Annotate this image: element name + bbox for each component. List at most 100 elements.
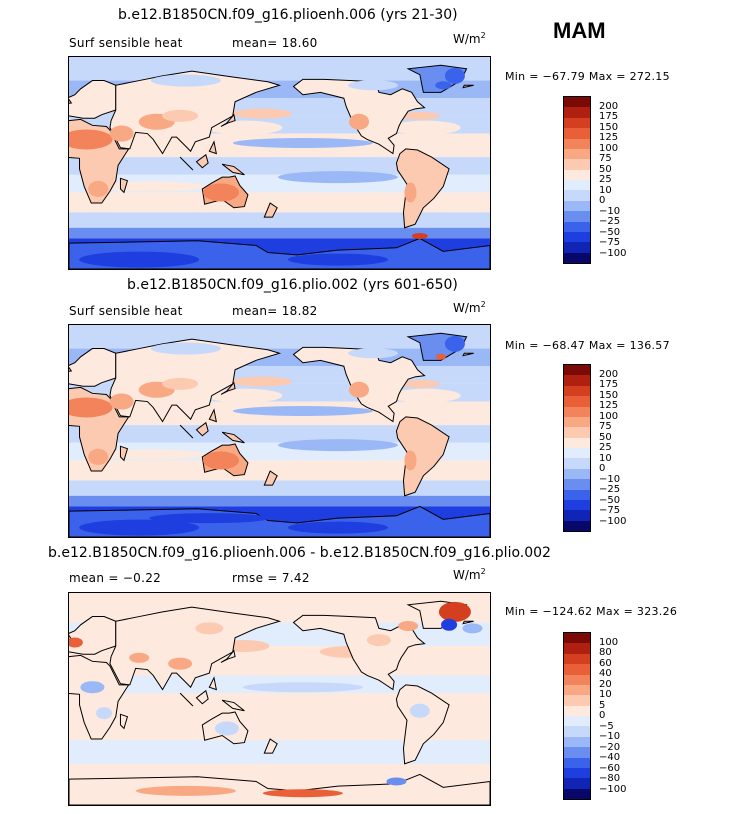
panel2-title: b.e12.B1850CN.f09_g16.plio.002 (yrs 601-… (127, 277, 458, 293)
panel1-min-value: −67.79 (542, 70, 586, 83)
island (208, 408, 218, 423)
colorbar-box (564, 653, 590, 665)
colorbar-box (564, 788, 590, 799)
colorbar-box (564, 736, 590, 748)
panel2-mean-label: mean= (232, 304, 278, 318)
colorbar-box (564, 643, 590, 654)
panel1-variable: Surf sensible heat (69, 36, 183, 50)
island (221, 699, 245, 712)
colorbar-tick-label: −100 (599, 783, 627, 795)
continent-namerica (292, 614, 426, 691)
colorbar-box (564, 633, 590, 644)
panel1-units-exp: 2 (480, 31, 486, 40)
colorbar-tick-label: 150 (599, 389, 619, 401)
colorbar-box (564, 190, 590, 201)
island (462, 620, 474, 625)
panel3-rmse-label: rmse = (232, 571, 282, 585)
colorbar-box (564, 169, 590, 180)
colorbar-box (564, 520, 590, 531)
panel1-min-label: Min = (505, 70, 543, 83)
panel2-units: W/m2 (453, 300, 486, 315)
colorbar-box (564, 479, 590, 490)
panel3-map (68, 592, 491, 806)
colorbar-box (564, 138, 590, 149)
continent-europe (69, 80, 117, 119)
colorbar-tick-label: 100 (599, 636, 619, 648)
colorbar-tick-label: −20 (599, 741, 621, 753)
panel2-map (68, 324, 491, 538)
colorbar-tick-label: 10 (599, 452, 612, 464)
colorbar-tick-label: −25 (599, 484, 621, 495)
island (119, 445, 129, 462)
colorbar-tick-label: 200 (599, 100, 619, 112)
colorbar-tick-label: −80 (599, 773, 621, 784)
panel1-mean-label: mean= (232, 36, 278, 50)
colorbar-box (564, 242, 590, 253)
colorbar-box (564, 231, 590, 243)
island (119, 713, 129, 730)
panel3-max-label: Max = (596, 605, 637, 618)
island (263, 202, 278, 218)
panel2-minmax: Min = −68.47 Max = 136.57 (505, 339, 670, 352)
colorbar-tick-label: −75 (599, 505, 621, 516)
continent-africa (69, 654, 130, 740)
colorbar-box (564, 726, 590, 737)
island (220, 113, 236, 127)
island (462, 352, 474, 357)
panel3-minmax: Min = −124.62 Max = 323.26 (505, 605, 677, 618)
colorbar-tick-label: −10 (599, 731, 621, 742)
colorbar-box (564, 375, 590, 386)
island (462, 84, 474, 89)
continent-asia (109, 606, 282, 691)
panel3-mean: mean = −0.22 (69, 571, 161, 585)
colorbar-box (564, 437, 590, 448)
colorbar-tick-label: 125 (599, 400, 619, 411)
colorbar-box (564, 97, 590, 108)
colorbar-tick-label: 10 (599, 689, 612, 700)
colorbar-box (564, 396, 590, 407)
panel2-mean-value: 18.82 (281, 304, 318, 318)
colorbar-box (564, 499, 590, 511)
colorbar-tick-label: 60 (599, 657, 612, 669)
island (179, 424, 194, 439)
colorbar-box (564, 427, 590, 438)
island (208, 140, 218, 155)
island (179, 692, 194, 707)
panel2-max-value: 136.57 (629, 339, 670, 352)
colorbar-tick-label: 10 (599, 184, 612, 196)
panel3-min-value: −124.62 (542, 605, 593, 618)
colorbar-tick-label: −100 (599, 247, 627, 259)
panel1-title: b.e12.B1850CN.f09_g16.plioenh.006 (yrs 2… (118, 7, 458, 23)
colorbar-box (564, 159, 590, 170)
colorbar-box (564, 684, 590, 696)
colorbar-tick-label: 5 (599, 699, 606, 711)
colorbar-box (564, 107, 590, 118)
continent-europe (69, 348, 117, 387)
island (221, 163, 245, 176)
colorbar-tick-label: 20 (599, 678, 612, 690)
colorbar-tick-label: −40 (599, 752, 621, 763)
colorbar-tick-label: −60 (599, 762, 621, 774)
continent-antarctica (69, 773, 490, 805)
colorbar-tick-label: −50 (599, 226, 621, 238)
island (69, 98, 73, 104)
island (69, 366, 73, 372)
colorbar-box (564, 674, 590, 685)
colorbar-box (564, 180, 590, 191)
panel2-units-text: W/m (453, 301, 481, 315)
panel3-units-exp: 2 (480, 567, 486, 576)
panel2-colorbar (563, 364, 591, 532)
panel3-rmse-value: 7.42 (281, 571, 310, 585)
colorbar-tick-label: −5 (599, 720, 614, 732)
colorbar-tick-label: 25 (599, 174, 612, 185)
panel1-max-label: Max = (588, 70, 630, 83)
colorbar-box (564, 211, 590, 222)
colorbar-box (564, 468, 590, 480)
continent-asia (109, 338, 282, 423)
continent-asia (109, 70, 282, 155)
island (195, 153, 209, 169)
island (119, 177, 129, 194)
colorbar-box (564, 747, 590, 758)
colorbar-tick-label: 75 (599, 153, 612, 164)
colorbar-tick-label: 150 (599, 121, 619, 133)
